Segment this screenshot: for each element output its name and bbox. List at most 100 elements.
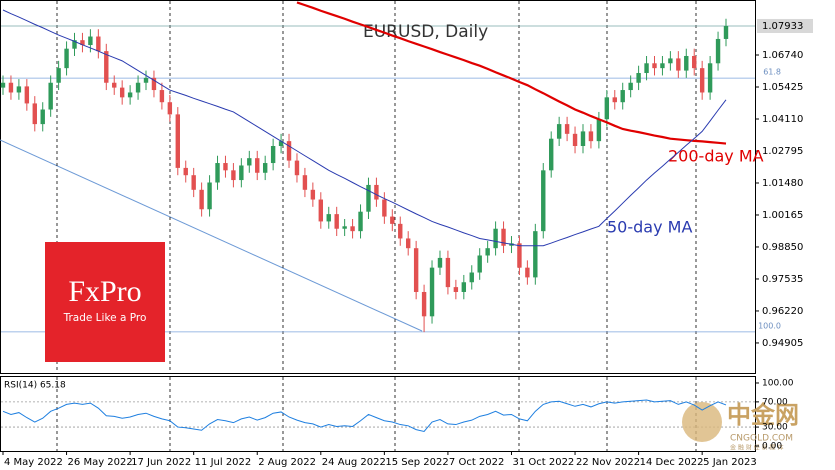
candle-body <box>255 158 260 173</box>
y-tick-label: 0.94905 <box>762 338 803 349</box>
candle-body <box>485 248 490 256</box>
candle-body <box>270 146 276 164</box>
candle-body <box>445 257 451 288</box>
candle-body <box>183 167 188 176</box>
candle-body <box>628 82 633 91</box>
candle-body <box>612 97 617 103</box>
candle-body <box>684 55 689 71</box>
watermark-site: CNGOLD.COM <box>730 434 793 444</box>
candle-body <box>167 102 173 115</box>
candle-body <box>588 131 594 142</box>
candle-body <box>294 160 300 176</box>
candle-body <box>707 63 713 93</box>
candle-body <box>620 90 625 103</box>
candle-body <box>64 48 69 69</box>
last-price-label: 1.07933 <box>762 21 803 32</box>
trend-line <box>0 139 423 332</box>
candle-body <box>112 82 117 88</box>
candle-body <box>715 38 721 64</box>
x-tick-label: 22 Nov 2022 <box>576 457 640 468</box>
fib-label: 100.0 <box>758 321 781 330</box>
x-tick-label: 11 Jul 2022 <box>195 457 252 468</box>
candle-body <box>636 73 641 83</box>
candle-body <box>199 189 204 210</box>
candle-body <box>16 86 22 93</box>
candle-body <box>517 243 522 268</box>
candle-body <box>143 77 149 83</box>
candle-body <box>382 199 387 217</box>
rsi-line <box>2 399 727 433</box>
y-tick-label: 0.97535 <box>762 274 803 285</box>
fxpro-logo: FxPro Trade Like a Pro <box>45 242 165 362</box>
rsi-y-tick-label: 0.00 <box>762 441 782 451</box>
rsi-y-tick-label: 70.00 <box>762 397 788 407</box>
candle-body <box>390 216 395 224</box>
candle-body <box>302 175 308 190</box>
ma-line <box>296 1 727 145</box>
rsi-pane <box>0 376 756 452</box>
rsi-label: RSI(14) 65.18 <box>4 381 66 391</box>
candle-body <box>32 103 37 125</box>
y-tick-label: 0.96220 <box>762 306 803 317</box>
x-tick-label: 14 Dec 2022 <box>640 457 704 468</box>
candle-body <box>572 133 578 147</box>
x-tick-label: 2 Aug 2022 <box>258 457 316 468</box>
candle-body <box>262 163 268 173</box>
candle-body <box>127 92 133 98</box>
candle-body <box>104 51 109 83</box>
candle-body <box>556 124 562 139</box>
watermark-slogan: 金 融 财 经 新 媒 体 <box>730 444 783 452</box>
candle-body <box>247 158 252 166</box>
x-tick-label: 26 May 2022 <box>68 457 133 468</box>
watermark: 中金网 CNGOLD.COM 金 融 财 经 新 媒 体 <box>682 401 799 452</box>
candle-body <box>596 119 602 142</box>
y-tick-label: 1.02795 <box>762 146 803 157</box>
x-tick-label: 5 Jan 2023 <box>703 457 757 468</box>
candle-body <box>56 68 61 83</box>
candle-body <box>660 63 665 69</box>
candle-body <box>88 36 93 46</box>
y-tick-label: 0.98850 <box>762 242 803 253</box>
candle-body <box>8 82 14 93</box>
candle-body <box>413 248 419 292</box>
y-tick-label: 1.00165 <box>762 210 803 221</box>
candle-body <box>48 82 53 110</box>
candle-body <box>191 175 196 190</box>
candle-body <box>723 25 729 39</box>
y-tick-label: 1.06740 <box>762 50 803 61</box>
candle-body <box>429 267 435 317</box>
candle-body <box>135 82 141 93</box>
candle-body <box>278 141 284 147</box>
logo-box <box>45 242 165 362</box>
candle-body <box>318 199 324 222</box>
x-tick-label: 31 Oct 2022 <box>512 457 574 468</box>
candle-body <box>541 170 546 232</box>
candle-body <box>493 228 498 249</box>
candle-body <box>175 114 180 168</box>
candle-body <box>564 124 570 134</box>
candle-body <box>692 55 697 69</box>
x-tick-label: 24 Aug 2022 <box>322 457 386 468</box>
candle-body <box>80 40 85 46</box>
candle-body <box>644 63 649 74</box>
candle-body <box>676 58 681 71</box>
candle-body <box>652 63 657 69</box>
fib-label: 61.8 <box>763 68 781 77</box>
candle-body <box>159 90 165 103</box>
candle-body <box>239 165 244 181</box>
candle-body <box>437 257 443 268</box>
logo-tagline: Trade Like a Pro <box>63 312 147 324</box>
candle-body <box>223 163 228 171</box>
candle-body <box>40 109 45 125</box>
candle-body <box>469 272 474 283</box>
candle-body <box>0 82 6 88</box>
y-tick-label: 1.01480 <box>762 178 803 189</box>
candle-body <box>477 255 482 273</box>
candle-body <box>215 163 220 183</box>
candle-body <box>604 97 610 120</box>
rsi-y-tick-label: 30.00 <box>762 423 788 433</box>
watermark-name: 中金网 <box>727 401 799 429</box>
candle-body <box>549 138 554 171</box>
candle-body <box>96 36 101 52</box>
